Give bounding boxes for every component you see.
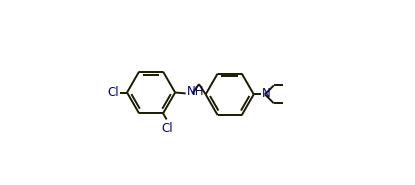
Text: Cl: Cl xyxy=(107,86,119,99)
Text: NH: NH xyxy=(187,85,205,98)
Text: N: N xyxy=(261,87,270,100)
Text: Cl: Cl xyxy=(162,122,173,135)
